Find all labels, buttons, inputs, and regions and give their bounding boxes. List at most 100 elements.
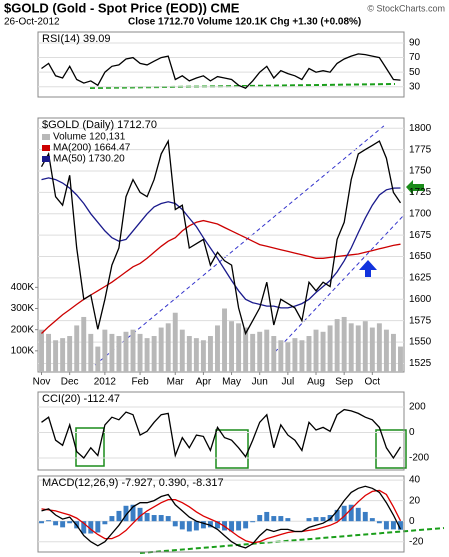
highlight-box [375,429,407,469]
panel-title: CCI(20) -112.47 [42,393,120,405]
y-tick-label: 1775 [409,144,432,155]
panel-frame [37,475,405,553]
bar [109,516,115,522]
panel-frame [37,117,405,373]
bar [390,521,396,530]
bar [320,517,326,522]
y-tick-label: 1575 [409,315,432,326]
y-tick-label: -20 [409,536,424,547]
x-tick-label: May [222,377,241,388]
bar [88,333,94,372]
bar [376,323,382,372]
y-tick-label: 0 [409,516,415,527]
bar [271,336,277,372]
bar [95,346,101,372]
bar [341,316,347,372]
bar [39,329,44,372]
bar [278,340,284,372]
bar [207,336,213,372]
bar [264,329,270,372]
bar [88,521,94,534]
bar [285,342,291,372]
bar [341,505,347,522]
bar [116,510,122,522]
x-tick-label: Sep [335,377,353,388]
bar [348,504,354,522]
y-tick-label: 90 [409,38,421,49]
y-tick-label: 1550 [409,337,432,348]
bar [60,521,66,528]
header-quote: Close 1712.70 Volume 120.1K Chg +1.30 (+… [128,17,361,28]
bar [144,512,150,522]
bar [67,336,73,372]
legend-label: MA(200) 1664.47 [53,143,131,154]
bar [186,521,192,532]
bar [207,521,213,528]
y-tick-label: 30 [409,81,421,92]
bar [172,312,178,372]
bar [306,518,312,522]
bar [193,521,199,531]
bar [137,507,143,522]
y-tick-label: 0 [409,427,415,438]
y2-tick-label: 300K [11,303,35,314]
header-date: 26-Oct-2012 [4,17,60,28]
bar [334,509,340,522]
panel-title: MACD(12,26,9) -7.927, 0.390, -8.317 [42,477,224,489]
series-line [41,489,402,544]
bar [46,520,52,522]
bar [165,516,171,522]
bar [137,333,143,372]
bar [327,325,333,372]
panel-frame [37,31,405,98]
x-tick-label: Apr [196,377,212,388]
bar [264,511,270,522]
header-title: $GOLD (Gold - Spot Price (EOD)) CME [4,0,240,15]
bar [362,321,368,372]
bar [236,323,242,372]
bar [53,521,59,526]
bar [151,336,157,372]
y-tick-label: 20 [409,495,421,506]
bar [250,333,256,372]
y-tick-label: 40 [409,475,421,486]
bar [285,518,291,522]
bar [250,521,256,523]
x-tick-label: Feb [131,377,149,388]
bar [369,518,375,522]
bar [299,340,305,372]
macd-support-line [139,527,445,554]
series-line [41,485,402,549]
y-tick-label: 1650 [409,251,432,262]
bar [158,515,164,522]
y-tick-label: 1525 [409,358,432,369]
bar [215,521,220,529]
y2-tick-label: 400K [11,282,35,293]
bar [102,329,108,372]
bar [200,521,206,529]
bar [102,521,108,525]
bar [130,329,136,372]
x-tick-label: Aug [307,377,325,388]
bar [81,521,87,534]
y-tick-label: -200 [409,453,429,464]
bar [109,333,115,372]
bar [193,338,199,372]
x-tick-label: Dec [61,377,79,388]
y-tick-label: 1600 [409,294,432,305]
bar [81,316,87,372]
bar [46,333,52,372]
bar [229,321,235,372]
bar [383,329,389,372]
bar [215,325,220,372]
bar [313,517,319,522]
bar [334,319,340,372]
bar [144,338,150,372]
series-line [41,219,401,334]
bar [348,323,354,372]
bar [313,329,319,372]
bar [116,336,122,372]
bar [369,327,375,372]
series-line [40,138,402,336]
y-tick-label: 1675 [409,230,432,241]
